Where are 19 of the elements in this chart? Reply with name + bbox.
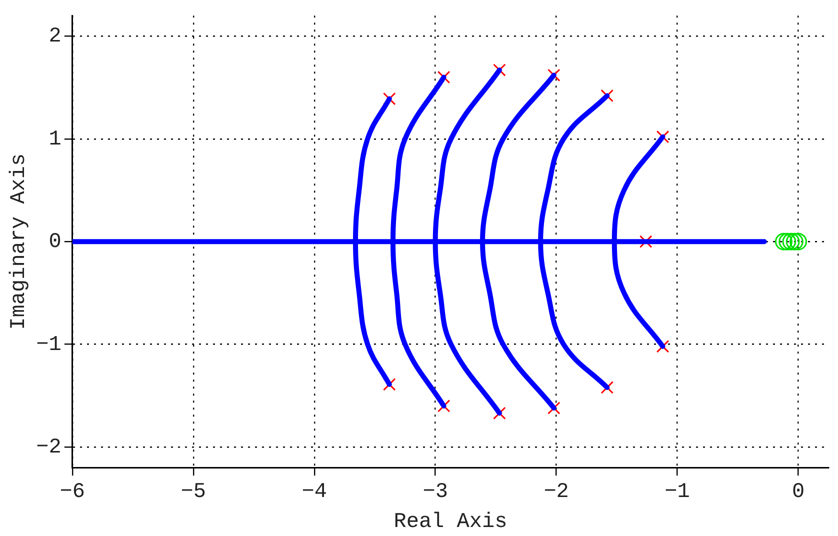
x-tick-label: −1 xyxy=(664,480,690,504)
y-tick-label: −1 xyxy=(36,334,62,357)
x-tick-label: −2 xyxy=(544,480,569,504)
x-tick-label: 0 xyxy=(792,480,805,504)
x-tick-label: −3 xyxy=(422,480,448,504)
x-tick-label: −4 xyxy=(302,480,327,504)
point xyxy=(782,232,800,250)
x-axis-title: Real Axis xyxy=(394,510,508,534)
y-tick-label: 2 xyxy=(48,26,62,49)
y-tick-label: 0 xyxy=(48,231,62,254)
y-axis-title: Imaginary Axis xyxy=(8,153,32,330)
point xyxy=(778,232,796,250)
y-tick-label: −2 xyxy=(36,436,62,460)
x-tick-label: −5 xyxy=(180,480,206,504)
point xyxy=(790,232,808,250)
point xyxy=(774,232,792,250)
point xyxy=(786,232,804,250)
y-tick-label: 1 xyxy=(48,128,62,152)
x-tick-label: −6 xyxy=(60,480,86,504)
